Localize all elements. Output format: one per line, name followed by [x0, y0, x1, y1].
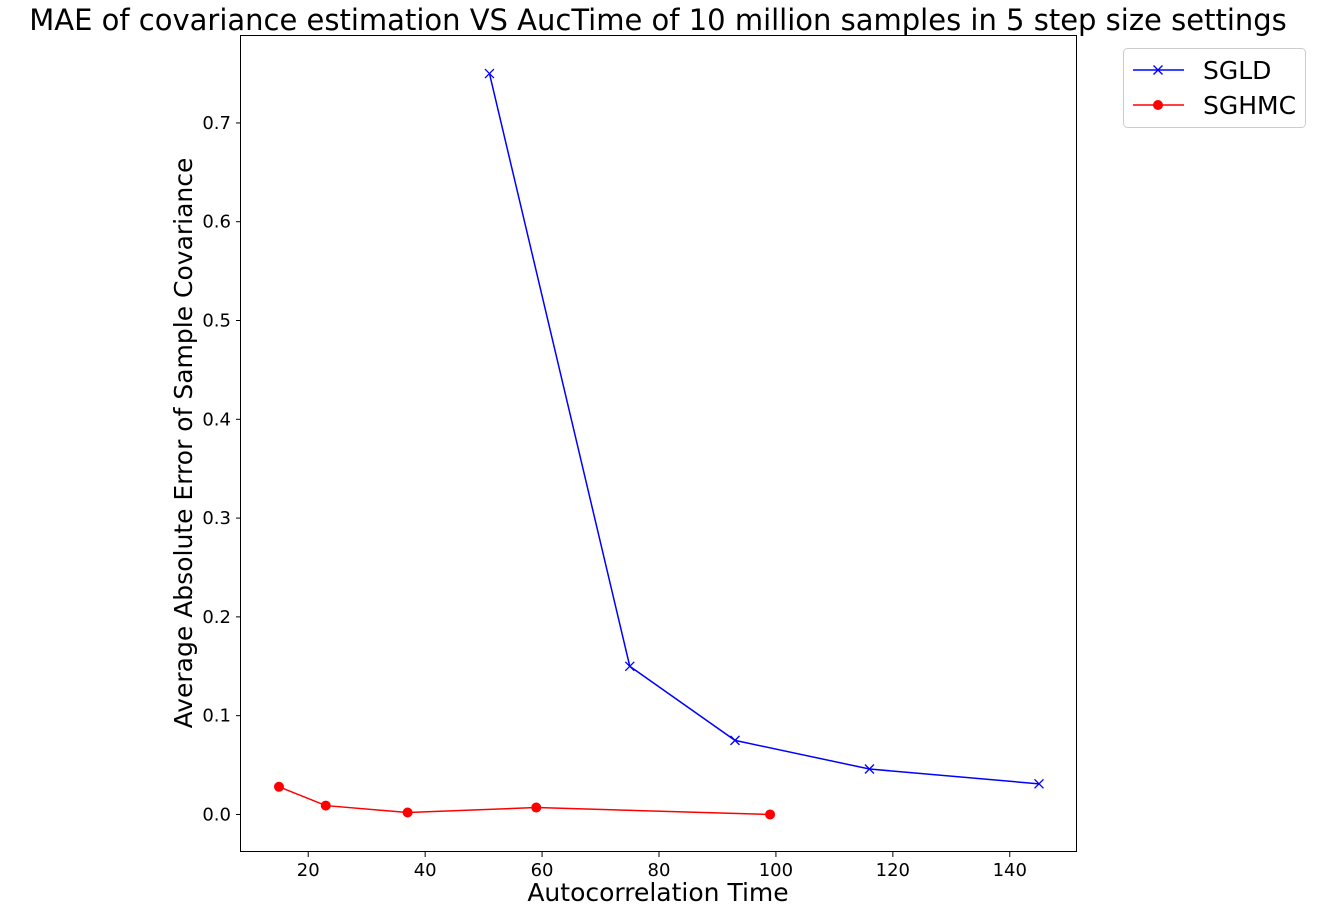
x-tick-label: 60: [531, 860, 554, 881]
x-axis-label: Autocorrelation Time: [527, 878, 788, 907]
y-axis-ticks: 0.0 0.1 0.2 0.3 0.4 0.5 0.6 0.7: [202, 113, 241, 825]
data-point-sgld: [730, 735, 740, 746]
plot-area: [240, 35, 1077, 852]
data-point-sghmc: [274, 781, 284, 792]
legend-marker-sgld: [1153, 65, 1163, 75]
x-axis-ticks: 20 40 60 80 100 120 140: [297, 852, 1027, 881]
y-tick-label: 0.6: [202, 212, 231, 233]
legend-frame: [1123, 48, 1306, 128]
legend-marker-sghmc: [1153, 100, 1163, 110]
data-point-sgld: [864, 764, 875, 774]
y-axis-label: Average Absolute Error of Sample Covaria…: [169, 158, 198, 729]
data-point-sgld: [484, 68, 495, 79]
data-point-sghmc: [531, 802, 542, 813]
series-line-sghmc: [278, 786, 771, 816]
x-tick-label: 40: [414, 860, 437, 881]
series-sghmc: [274, 781, 776, 820]
x-tick-label: 140: [993, 860, 1027, 881]
legend-item-sgld: SGLD: [1133, 56, 1271, 85]
legend-label-sgld: SGLD: [1203, 56, 1271, 85]
data-point-sgld: [624, 661, 635, 672]
legend-item-sghmc: SGHMC: [1133, 91, 1296, 120]
legend-label-sghmc: SGHMC: [1203, 91, 1296, 120]
series-line-sgld: [488, 73, 1040, 785]
data-point-sghmc: [765, 809, 776, 820]
data-point-sghmc: [320, 800, 331, 811]
x-tick-label: 100: [759, 860, 793, 881]
y-tick-label: 0.7: [202, 113, 231, 134]
y-tick-label: 0.5: [202, 311, 231, 332]
y-tick-label: 0.0: [202, 804, 231, 825]
x-tick-label: 80: [648, 860, 671, 881]
series-layer: [274, 68, 1044, 820]
data-point-sgld: [1034, 778, 1044, 789]
data-point-sghmc: [402, 807, 413, 818]
y-tick-label: 0.3: [202, 508, 231, 529]
x-tick-label: 120: [876, 860, 910, 881]
legend-items: SGLD SGHMC: [1133, 56, 1296, 120]
x-tick-label: 20: [297, 860, 320, 881]
y-tick-label: 0.4: [202, 409, 231, 430]
legend: SGLD SGHMC: [1123, 48, 1306, 128]
chart-title: MAE of covariance estimation VS AucTime …: [29, 3, 1287, 37]
series-sgld: [484, 68, 1044, 789]
y-tick-label: 0.1: [202, 706, 231, 727]
y-tick-label: 0.2: [202, 607, 231, 628]
